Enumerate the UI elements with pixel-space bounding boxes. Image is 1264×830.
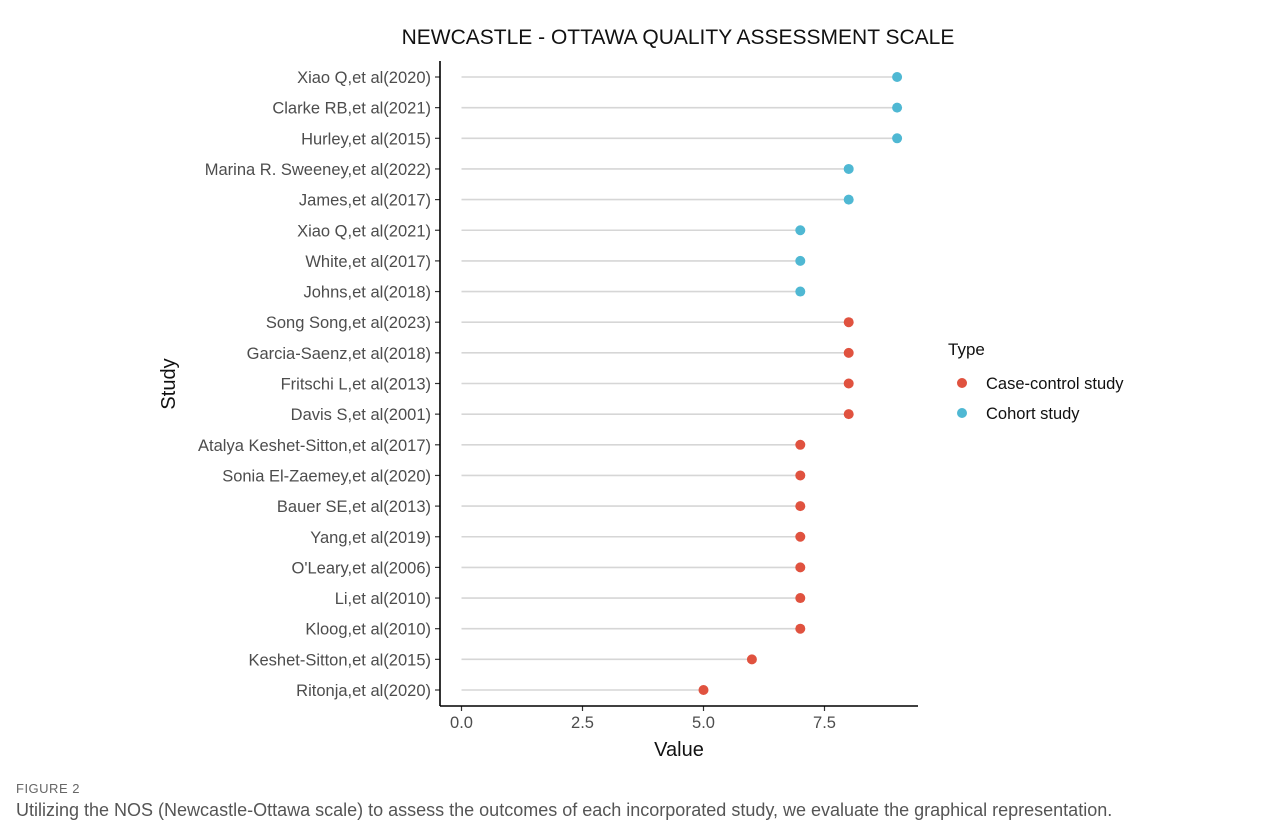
lollipop-point [843,378,854,389]
y-axis-ticks: Xiao Q,et al(2020) Clarke RB,et al(2021) H… [198,69,440,700]
y-tick-label: Davis S,et al(2001) [291,406,431,424]
y-tick-label: White,et al(2017) [305,253,431,271]
lollipop-point [795,439,806,450]
lollipop-point [892,102,903,113]
y-tick-label: Clarke RB,et al(2021) [272,100,431,118]
x-axis-ticks: 0.0 2.5 5.0 7.5 [450,706,836,732]
y-tick-label: Johns,et al(2018) [304,284,432,302]
y-tick-label: Xiao Q,et al(2021) [297,222,431,240]
lollipop-point [795,255,806,266]
y-tick-label: James,et al(2017) [299,192,431,210]
legend-key [957,408,967,418]
lollipop-point [795,225,806,236]
y-tick-label: Sonia El-Zaemey,et al(2020) [222,467,431,485]
lollipop-point [843,194,854,205]
lollipop-point [892,72,903,82]
lollipop-point [795,531,806,542]
y-tick-label: Song Song,et al(2023) [266,314,431,332]
lollipop-point [843,317,854,328]
x-tick-label: 7.5 [813,714,836,732]
lollipop-point [795,501,806,512]
y-tick-label: Atalya Keshet-Sitton,et al(2017) [198,437,431,455]
legend-label: Case-control study [986,375,1124,393]
chart-title: NEWCASTLE - OTTAWA QUALITY ASSESSMENT SC… [402,26,955,49]
lollipop-point [795,623,806,634]
y-axis-title: Study [158,358,180,409]
y-tick-label: Hurley,et al(2015) [301,130,431,148]
y-tick-label: Kloog,et al(2010) [305,621,431,639]
y-tick-label: Xiao Q,et al(2020) [297,69,431,87]
plot-area [461,72,903,695]
lollipop-point [746,654,757,665]
legend-title: Type [948,340,985,359]
y-tick-label: Ritonja,et al(2020) [296,682,431,700]
lollipop-point [892,133,903,144]
y-tick-label: Garcia-Saenz,et al(2018) [247,345,431,363]
x-tick-label: 0.0 [450,714,473,732]
legend: Type Case-control study Cohort study [948,340,1124,423]
lollipop-point [843,163,854,174]
legend-label: Cohort study [986,405,1080,423]
lollipop-point [795,593,806,604]
lollipop-point [843,409,854,420]
x-axis-title: Value [654,739,704,761]
y-tick-label: Bauer SE,et al(2013) [277,498,431,516]
nos-lollipop-chart: NEWCASTLE - OTTAWA QUALITY ASSESSMENT SC… [158,26,1124,761]
y-tick-label: Fritschi L,et al(2013) [281,376,431,394]
lollipop-point [843,347,854,358]
y-tick-label: Marina R. Sweeney,et al(2022) [205,161,431,179]
figure-label: FIGURE 2 [16,781,80,796]
legend-key [957,378,967,388]
lollipop-point [795,562,806,573]
figure-caption: Utilizing the NOS (Newcastle-Ottawa scal… [16,800,1113,820]
x-tick-label: 2.5 [571,714,594,732]
y-tick-label: Keshet-Sitton,et al(2015) [248,651,431,669]
y-tick-label: O'Leary,et al(2006) [291,559,431,577]
lollipop-point [795,286,806,297]
y-tick-label: Li,et al(2010) [335,590,431,608]
lollipop-point [795,470,806,481]
x-tick-label: 5.0 [692,714,715,732]
lollipop-point [698,685,709,695]
y-tick-label: Yang,et al(2019) [310,529,431,547]
